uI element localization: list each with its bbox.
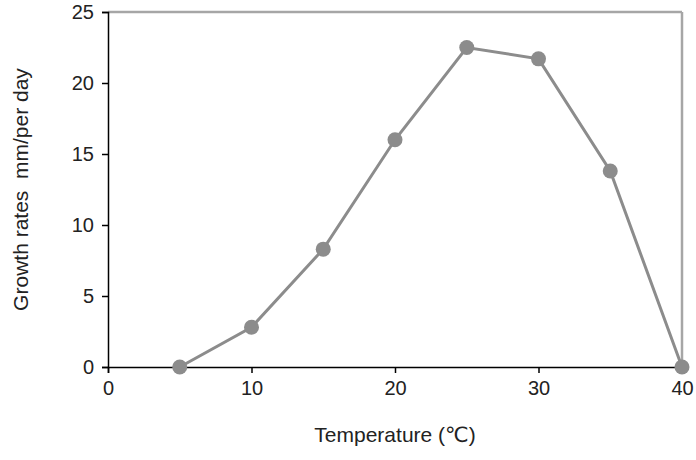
tick-mark: [102, 296, 108, 298]
marker: [459, 40, 474, 55]
frame-right: [681, 12, 684, 367]
tick-label: 40: [671, 377, 693, 399]
tick: 20: [384, 367, 406, 399]
y-axis-title: Growth rates mm/per day: [9, 68, 32, 311]
tick-label: 25: [72, 1, 94, 23]
tick-mark: [102, 154, 108, 156]
line: [180, 48, 682, 368]
tick: 10: [241, 367, 263, 399]
marker: [388, 132, 403, 147]
tick-label: 0: [103, 377, 114, 399]
frame-top: [108, 11, 682, 14]
tick-label: 20: [384, 377, 406, 399]
marker: [316, 242, 331, 257]
tick-label: 10: [72, 214, 94, 236]
tick-mark: [102, 12, 108, 14]
marker: [603, 164, 618, 179]
tick-label: 5: [83, 285, 94, 307]
tick: 20: [72, 72, 108, 94]
tick: 30: [528, 367, 550, 399]
tick-mark: [538, 367, 540, 373]
tick-label: 20: [72, 72, 94, 94]
marker: [675, 360, 690, 375]
tick: 10: [72, 214, 108, 236]
tick: 5: [83, 285, 108, 307]
axis-line: [102, 13, 109, 368]
marker: [172, 360, 187, 375]
tick-label: 10: [241, 377, 263, 399]
axis-line: [109, 368, 683, 374]
tick: 0: [83, 356, 108, 378]
tick-mark: [102, 225, 108, 227]
x-axis-title: Temperature (℃): [314, 423, 475, 446]
tick-mark: [102, 83, 108, 85]
tick-label: 0: [83, 356, 94, 378]
y-axis: 0 5 10 15 20 25: [72, 1, 109, 378]
x-axis: 0 10 20 30 40: [103, 367, 694, 399]
tick: 25: [72, 1, 108, 23]
tick: 15: [72, 143, 108, 165]
plot: 0 10 20 30 40 0 5 10 15 20 25: [72, 1, 694, 399]
marker: [531, 51, 546, 66]
tick-mark: [395, 367, 397, 373]
tick-mark: [251, 367, 253, 373]
tick-label: 15: [72, 143, 94, 165]
tick-label: 30: [528, 377, 550, 399]
chart: 0 10 20 30 40 0 5 10 15 20 25 Temperature (℃) Growth…: [0, 0, 696, 460]
tick: 0: [103, 367, 114, 399]
series: [172, 40, 689, 375]
tick-mark: [102, 367, 108, 369]
marker: [244, 320, 259, 335]
